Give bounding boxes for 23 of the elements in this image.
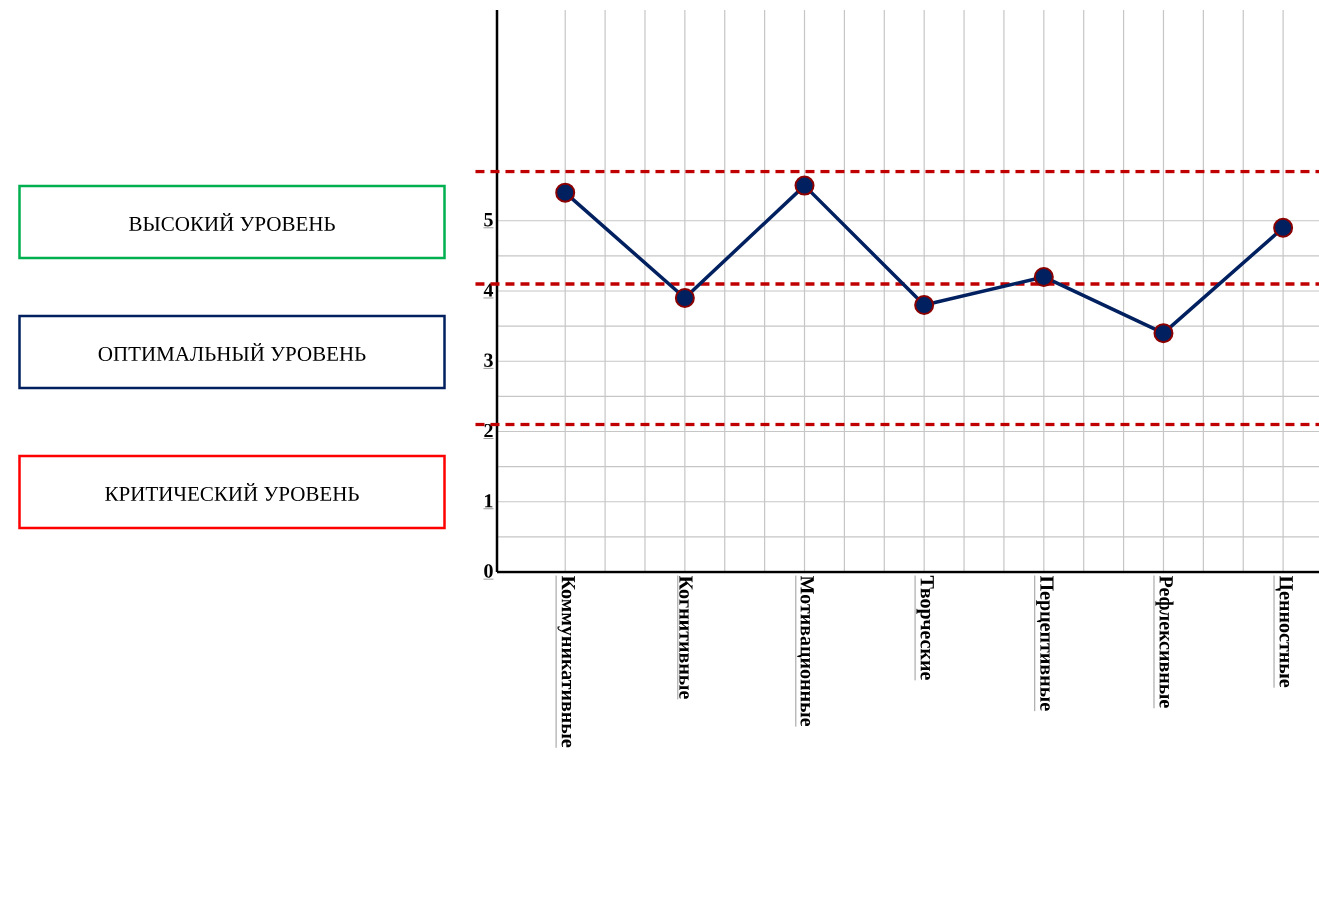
x-tick-label: Ценностные (1275, 575, 1293, 688)
point (1153, 323, 1174, 344)
x-tick-label: Творческие (916, 575, 934, 680)
point (1033, 266, 1054, 287)
text: ОПТИМАЛЬНЫЙ УРОВЕНЬ (98, 342, 366, 361)
point (914, 295, 935, 316)
point (1273, 217, 1294, 238)
x-tick-label: Перцептивные (1036, 575, 1054, 711)
x-tick-label: Мотивационные (797, 575, 814, 727)
point (794, 175, 815, 196)
x-tick-label: Когнитивные (679, 575, 693, 699)
text: ВЫСОКИЙ УРОВЕНЬ (129, 212, 335, 231)
y-tick-label: 5 (484, 213, 493, 227)
point (555, 182, 576, 203)
x-tick-label: Коммуникативные (557, 575, 575, 748)
y-tick-label: 4 (483, 283, 494, 297)
y-tick-label: 1 (485, 494, 493, 508)
y-tick-label: 0 (484, 564, 493, 578)
y-tick-label: 3 (484, 353, 493, 367)
point (674, 288, 695, 309)
text: КРИТИЧЕСКИЙ УРОВЕНЬ (105, 482, 359, 501)
y-tick-label: 2 (484, 423, 493, 438)
x-tick-label: Рефлексивные (1155, 575, 1174, 708)
